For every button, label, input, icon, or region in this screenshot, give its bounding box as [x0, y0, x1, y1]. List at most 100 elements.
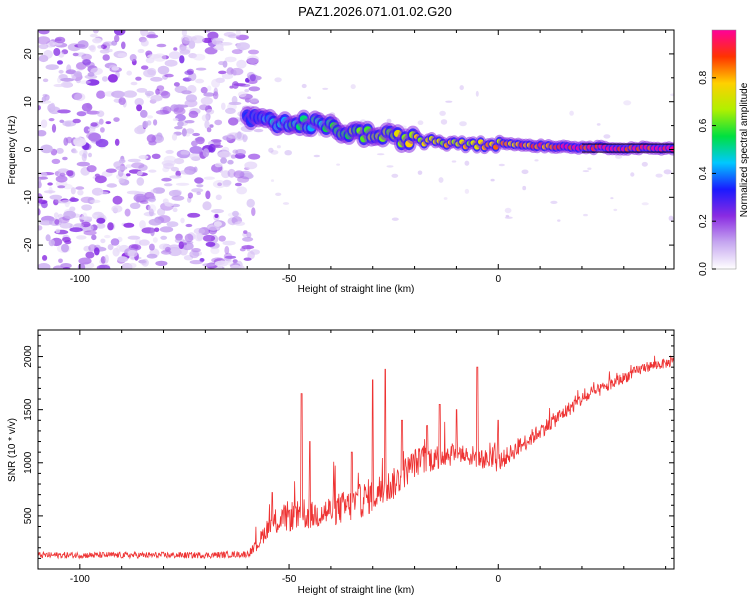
spectrogram-noise-cell [86, 165, 97, 173]
spectrogram-sparse-cell [336, 163, 340, 166]
spectrogram-sparse-cell [534, 159, 539, 162]
spectrogram-noise-cell [129, 202, 141, 209]
spectrogram-noise-cell [218, 70, 227, 75]
y-tick-label: -10 [23, 190, 34, 205]
spectrogram-noise-cell [81, 103, 93, 112]
spectrogram-noise-cell [49, 194, 63, 200]
spectrogram-noise-cell [126, 190, 141, 195]
spectrogram-noise-cell [192, 53, 206, 61]
spectrogram-noise-cell [57, 60, 63, 65]
spectrogram-noise-cell [224, 246, 230, 255]
spectrogram-noise-cell [149, 243, 155, 251]
spectrogram-noise-cell [43, 190, 56, 194]
spectrogram-noise-cell [71, 92, 83, 101]
spectrogram-noise-cell [135, 76, 142, 81]
spectrogram-sparse-cell [655, 173, 663, 178]
spectrogram-noise-cell [113, 117, 120, 122]
spectrogram-noise-cell [51, 158, 61, 164]
spectrogram-noise-cell [91, 234, 97, 241]
spectrogram-noise-cell [205, 241, 216, 247]
spectrogram-noise-cell [87, 128, 96, 132]
spectrogram-noise-cell [95, 138, 109, 148]
colorbar-tick-label: 0.4 [698, 166, 709, 180]
spectrogram-noise-cell [100, 238, 106, 244]
spectrogram-noise-cell [60, 199, 72, 204]
spectrogram-noise-cell [227, 259, 233, 266]
spectrogram-noise-cell [105, 121, 112, 125]
spectrogram-noise-cell [105, 168, 117, 173]
spectrogram-noise-cell [192, 132, 201, 137]
x-tick-label: -100 [70, 274, 90, 285]
spectrogram-sparse-cell [313, 154, 320, 158]
spectrogram-noise-cell [246, 57, 259, 65]
spectrogram-noise-cell [153, 119, 158, 126]
spectrogram-sparse-cell [376, 153, 385, 156]
spectrogram-sparse-cell [282, 202, 290, 205]
figure-title: PAZ1.2026.071.01.02.G20 [298, 4, 452, 19]
spectrogram-noise-cell [228, 117, 239, 126]
spectrogram-noise-cell [62, 120, 77, 127]
spectrogram-noise-cell [170, 166, 179, 172]
spectrogram-sparse-cell [613, 208, 618, 212]
spectrogram-noise-cell [195, 78, 205, 84]
x-tick-label: -100 [70, 574, 90, 585]
spectrogram-noise-cell [110, 238, 120, 246]
spectrogram-noise-cell [233, 170, 245, 179]
spectrogram-noise-cell [81, 212, 88, 221]
y-tick-label: 1000 [23, 451, 34, 474]
spectrogram-noise-cell [106, 183, 118, 188]
spectrogram-noise-cell [162, 198, 169, 205]
spectrogram-noise-cell [160, 235, 168, 240]
spectrogram-noise-cell [145, 204, 151, 211]
spectrogram-noise-cell [54, 219, 60, 225]
snr-panel: -100 -50 0 500 1000 1500 2000 Height of straig… [7, 329, 675, 596]
spectrogram-noise-cell [165, 149, 174, 154]
x-tick-label: 0 [495, 574, 501, 585]
spectrogram-noise-cell [94, 173, 100, 178]
spectrogram-noise-cell [123, 222, 135, 228]
spectrogram-noise-cell [172, 207, 178, 213]
spectrogram-noise-cell [202, 234, 216, 242]
spectrogram-noise-cell [148, 218, 162, 226]
y-tick-label: 10 [23, 96, 34, 108]
spectrogram-noise-cell [140, 200, 149, 204]
spectrogram-noise-cell [48, 239, 55, 247]
spectrogram-sparse-cell [641, 202, 649, 206]
colorbar-ticks: 0.0 0.2 0.4 0.6 0.8 [698, 70, 716, 276]
spectrogram-noise-cell [53, 212, 59, 219]
spectrogram-noise-cell [191, 140, 198, 147]
spectrogram-noise-cell [94, 247, 100, 256]
spectrogram-noise-cell [221, 170, 231, 179]
spectrogram-noise-cell [201, 114, 210, 122]
spectrogram-noise-cell [51, 123, 57, 133]
y-tick-label: 0 [23, 146, 34, 152]
spectrogram-noise-cell [191, 188, 204, 193]
snr-series-line [38, 355, 674, 560]
spectrogram-noise-cell [159, 226, 174, 233]
spectrogram-noise-cell [127, 158, 141, 163]
spectrogram-sparse-cell [322, 87, 329, 90]
spectrogram-noise-cell [232, 210, 239, 217]
spectrogram-noise-cell [202, 201, 212, 211]
spectrogram-noise-cell [146, 115, 153, 119]
spectrogram-noise-cell [156, 43, 167, 48]
snr-x-label: Height of straight line (km) [298, 585, 415, 596]
spectrogram-noise-cell [184, 70, 194, 75]
spectrogram-noise-cell [53, 48, 61, 56]
colorbar-frame [711, 29, 737, 270]
spectrogram-noise-cell [187, 192, 193, 199]
spectrogram-noise-cell [171, 195, 185, 201]
spectrogram-noise-cell [204, 120, 210, 129]
spectrogram-sparse-cell [582, 170, 590, 173]
ridge-core [669, 146, 674, 152]
spectrogram-noise-cell [146, 253, 158, 259]
spectrogram-noise-cell [246, 232, 252, 238]
colorbar-tick-label: 0.0 [698, 262, 709, 276]
spectrogram-sparse-cell [603, 134, 611, 139]
spectrogram-noise-cell [128, 262, 137, 269]
spectrogram-noise-cell [99, 49, 110, 54]
spectrogram-noise-cell [248, 97, 259, 103]
spectrogram-noise-cell [114, 30, 126, 36]
spectrogram-noise-cell [58, 69, 64, 74]
